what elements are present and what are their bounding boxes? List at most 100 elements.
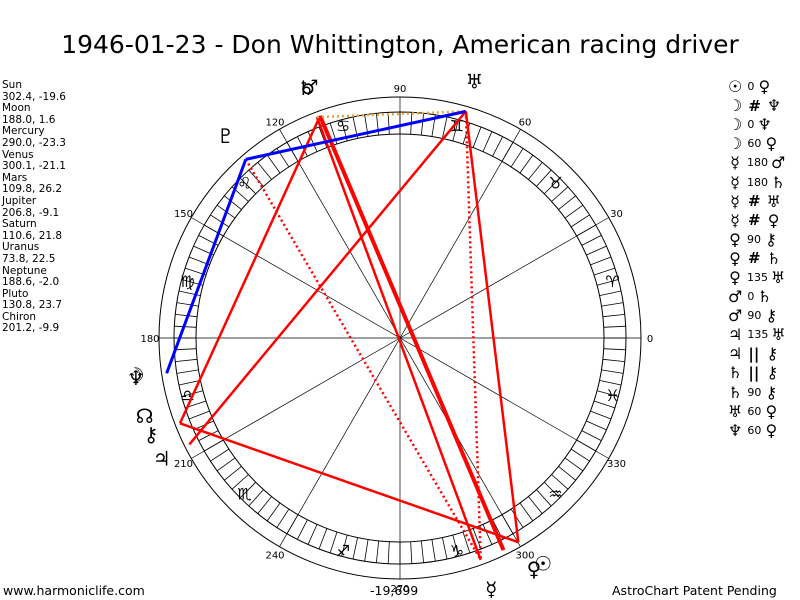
degree-tick [307, 131, 318, 152]
planet-glyph: ⚷ [144, 423, 159, 447]
aspect-line [315, 116, 482, 561]
degree-tick [176, 369, 199, 374]
aspect-planet-2: ♀ [758, 77, 771, 97]
aspect-planet-2: ♄ [757, 287, 772, 307]
aspect-planet-1: ♀ [729, 267, 741, 287]
aspect-type: 0 [747, 80, 755, 94]
degree-tick [420, 540, 425, 563]
aspect-row: ♃ || ⚷ [728, 344, 786, 363]
aspect-type: 0 [747, 118, 755, 132]
planet-coords: 188.6, -2.0 [2, 276, 60, 289]
degree-tick [442, 537, 448, 560]
degree-tick [210, 448, 230, 462]
degree-tick [519, 154, 534, 174]
aspect-type: 135 [747, 270, 768, 284]
planet-glyph: ♄ [297, 76, 315, 100]
degree-tick [472, 126, 482, 148]
degree-tick [318, 126, 328, 148]
planet-coords: 302.4, -19.6 [2, 90, 66, 103]
degree-label: 60 [519, 117, 532, 128]
aspect-type: 90 [747, 385, 762, 399]
planet-name: Mars [2, 171, 28, 184]
aspect-planet-1: ♄ [728, 382, 743, 402]
degree-tick [536, 169, 552, 187]
aspect-row: ☿ # ♅ [728, 192, 786, 211]
aspect-planet-1: ☿ [730, 210, 740, 230]
planet-name: Moon [2, 102, 31, 115]
degree-label: 0 [647, 334, 653, 345]
aspect-planet-1: ☉ [728, 77, 743, 97]
degree-tick [341, 534, 348, 557]
degree-tick [601, 369, 624, 374]
aspect-line [318, 115, 506, 551]
degree-tick [442, 116, 448, 139]
degree-tick [558, 466, 576, 481]
planet-coords: 109.8, 26.2 [2, 183, 63, 196]
degree-tick [318, 528, 328, 550]
planet-glyph: ♅ [466, 70, 484, 94]
aspect-planet-2: ♄ [766, 248, 781, 268]
degree-tick [257, 162, 272, 180]
aspect-planet-2: ⚷ [765, 229, 777, 249]
aspect-row: ♅ 60 ♀ [728, 402, 786, 421]
zodiac-sign-glyph: ♌ [237, 173, 251, 192]
aspect-planet-1: ♃ [728, 344, 743, 364]
degree-tick [387, 541, 390, 564]
aspect-line [165, 158, 248, 374]
aspect-planet-2: ⚷ [766, 363, 779, 383]
degree-tick [586, 420, 607, 431]
planet-coords: 73.8, 22.5 [2, 252, 56, 265]
aspect-type: || [748, 344, 760, 363]
planet-name: Jupiter [2, 194, 37, 207]
degree-tick [593, 400, 616, 409]
aspect-type: 90 [747, 309, 762, 323]
aspect-planet-2: ♀ [765, 401, 778, 421]
planet-glyph: ☊ [136, 404, 154, 428]
degree-tick [603, 348, 626, 351]
degree-tick [590, 410, 612, 420]
degree-tick [603, 325, 626, 328]
planet-glyph: ♀ [527, 557, 542, 581]
zodiac-sign-glyph: ♉ [548, 173, 562, 192]
aspect-row: ♄ 90 ⚷ [728, 383, 786, 402]
aspect-row: ♃ 135 ♅ [728, 325, 786, 344]
planet-coords: 110.6, 21.8 [2, 229, 63, 242]
degree-tick [586, 245, 607, 256]
aspect-planet-1: ☽ [728, 134, 743, 154]
degree-label: 120 [265, 117, 284, 128]
planet-glyph: ♇ [217, 124, 235, 148]
aspect-type: 180 [747, 175, 768, 189]
aspect-row: ☉ 0 ♀ [728, 77, 786, 96]
zodiac-sign-glyph: ♑ [450, 542, 464, 561]
aspect-list: ☉ 0 ♀ ☽ # ♆ ☽ 0 ♆ ☽ 60 ♀ ☿ 180 ♂ ☿ 180 ♄ ☿ # ♅ ☿ # ♀ ♀ 90 ⚷ ♀ # ♄ ♀ 135… [728, 77, 786, 440]
planet-glyph: ☉ [534, 551, 552, 575]
aspect-row: ♂ 90 ⚷ [728, 306, 786, 325]
aspect-line [178, 115, 322, 424]
aspect-line [244, 158, 482, 561]
degree-label: 180 [140, 334, 159, 345]
degree-tick [352, 537, 358, 560]
degree-tick [570, 448, 590, 462]
degree-tick [420, 113, 425, 136]
degree-tick [599, 290, 622, 296]
planet-name: Sun [2, 79, 22, 91]
aspect-planet-2: ⚷ [766, 344, 779, 364]
degree-tick [564, 457, 584, 472]
degree-tick [375, 540, 380, 563]
aspect-planet-1: ☿ [730, 191, 740, 211]
aspect-type: 60 [747, 137, 762, 151]
degree-label: 30 [610, 209, 623, 220]
aspect-planet-1: ☿ [730, 153, 740, 173]
aspect-line [179, 422, 519, 544]
aspect-type: 60 [747, 423, 762, 437]
aspect-planet-1: ♃ [728, 325, 743, 345]
degree-tick [266, 154, 281, 174]
aspect-row: ♄ || ⚷ [728, 363, 786, 382]
degree-tick [329, 531, 338, 554]
aspect-planet-1: ♂ [728, 306, 743, 326]
planet-glyph: ☽ [127, 363, 145, 387]
aspect-planet-2: ♅ [771, 267, 786, 287]
planet-name: Uranus [2, 241, 40, 254]
degree-tick [216, 457, 236, 472]
degree-tick [564, 204, 584, 219]
